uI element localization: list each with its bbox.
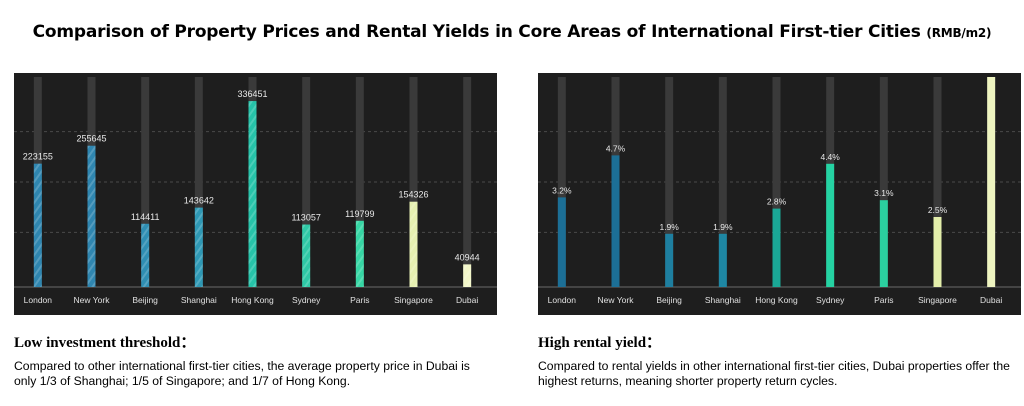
bar-value-label: 336451 <box>237 89 267 99</box>
category-label: Beijing <box>132 295 158 305</box>
bar-track <box>665 77 674 287</box>
category-label: Singapore <box>918 295 957 305</box>
bar-value-label: 114411 <box>131 212 160 222</box>
category-label: Sydney <box>816 295 845 305</box>
bar <box>557 197 566 287</box>
property-price-chart: 223155 London 255645 New York 114411 Beijing 1… <box>14 73 497 315</box>
bar-track <box>302 77 311 287</box>
bar-value-label: 113057 <box>291 213 320 223</box>
bar-value-label: 4.4% <box>820 152 840 162</box>
bar <box>933 217 942 287</box>
page-title-unit: (RMB/m2) <box>926 26 992 40</box>
property-price-chart-svg: 223155 London 255645 New York 114411 Beijing 1… <box>14 77 497 305</box>
category-label: New York <box>598 295 635 305</box>
bar-value-label: 255645 <box>76 134 106 144</box>
category-label: Beijing <box>656 295 682 305</box>
category-label: Hong Kong <box>755 295 798 305</box>
category-label: Sydney <box>292 295 321 305</box>
bar-value-label: 1.9% <box>659 222 679 232</box>
bar-stripes <box>141 223 150 287</box>
category-label: London <box>548 295 577 305</box>
category-label: Dubai <box>456 295 478 305</box>
page-title: Comparison of Property Prices and Rental… <box>0 22 1024 42</box>
bar-track <box>355 77 364 287</box>
category-label: Hong Kong <box>231 295 274 305</box>
bar-value-label: 223155 <box>23 152 53 162</box>
left-caption-body: Compared to other international first-ti… <box>14 359 470 388</box>
bar-value-label: 143642 <box>184 196 214 206</box>
category-label: Shanghai <box>705 295 741 305</box>
bar-track <box>557 77 566 287</box>
bar-track <box>933 77 942 287</box>
bar-stripes <box>87 145 96 287</box>
category-label: Paris <box>874 295 893 305</box>
bar-value-label: 2.5% <box>928 205 948 215</box>
rental-yield-chart: 3.2% London 4.7% New York 1.9% Beijing 1.9% Sha… <box>538 73 1021 315</box>
bar <box>665 233 674 287</box>
category-label: Shanghai <box>181 295 217 305</box>
bar-value-label: 154326 <box>398 190 428 200</box>
category-label: London <box>24 295 53 305</box>
bar-value-label: 4.7% <box>606 143 626 153</box>
bar <box>879 200 888 287</box>
bar-value-label: 7.5% <box>981 73 1001 75</box>
bar-track <box>141 77 150 287</box>
bar <box>718 233 727 287</box>
left-caption-heading: Low investment threshold： <box>14 335 196 351</box>
rental-yield-chart-svg: 3.2% London 4.7% New York 1.9% Beijing 1.9% Sha… <box>538 73 1021 305</box>
bar-track <box>772 77 781 287</box>
bar-value-label: 2.8% <box>767 197 787 207</box>
bar-track <box>879 77 888 287</box>
category-label: New York <box>74 295 111 305</box>
bar-track <box>463 77 472 287</box>
page-title-text: Comparison of Property Prices and Rental… <box>32 22 921 42</box>
bar-stripes <box>248 101 257 287</box>
bar <box>826 163 835 287</box>
bar-stripes <box>409 201 418 287</box>
right-caption-heading: High rental yield： <box>538 335 662 351</box>
bar-stripes <box>194 207 203 287</box>
bar-value-label: 1.9% <box>713 222 733 232</box>
bar-value-label: 119799 <box>345 209 374 219</box>
bar-value-label: 3.2% <box>552 185 572 195</box>
bar-track <box>194 77 203 287</box>
category-label: Singapore <box>394 295 433 305</box>
bar-stripes <box>302 224 311 287</box>
bar-value-label: 40944 <box>455 252 480 262</box>
bar-stripes <box>355 220 364 287</box>
bar-value-label: 3.1% <box>874 188 894 198</box>
category-label: Paris <box>350 295 369 305</box>
bar-stripes <box>463 264 472 287</box>
right-caption-body: Compared to rental yields in other inter… <box>538 359 1010 388</box>
bar <box>611 155 620 287</box>
bar-track <box>718 77 727 287</box>
bar <box>987 77 996 287</box>
bar <box>772 208 781 287</box>
bar-stripes <box>33 163 42 287</box>
bar-track <box>409 77 418 287</box>
category-label: Dubai <box>980 295 1002 305</box>
